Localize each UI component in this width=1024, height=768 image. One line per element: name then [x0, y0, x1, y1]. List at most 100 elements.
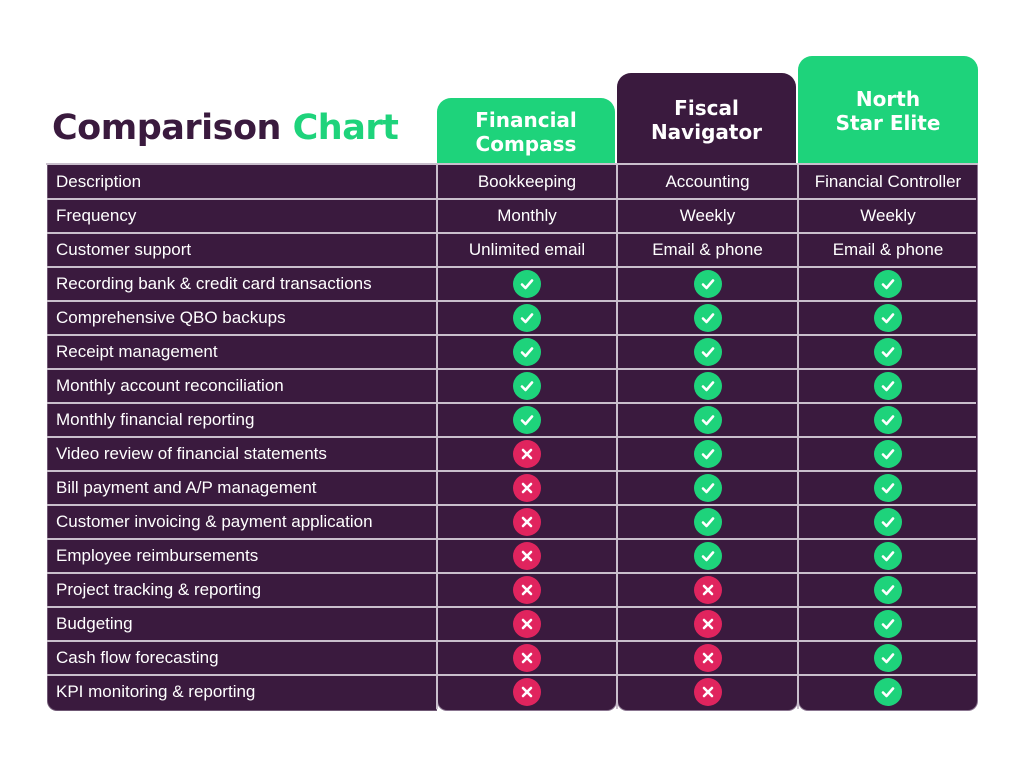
feature-label: Recording bank & credit card transaction…	[56, 274, 372, 293]
check-icon	[874, 508, 902, 536]
plan-value-cell	[798, 607, 978, 641]
plan-value: Weekly	[860, 206, 916, 225]
check-icon	[693, 304, 722, 332]
plan-value-cell	[617, 641, 798, 675]
plan-value-cell	[617, 335, 798, 369]
plan-value-cell	[437, 267, 617, 301]
check-icon	[874, 610, 902, 638]
check-icon	[693, 440, 722, 468]
cross-icon	[513, 440, 541, 468]
plan-value: Financial Controller	[814, 172, 962, 191]
plan-value-cell	[617, 437, 798, 471]
column-divider	[436, 165, 438, 709]
plan-value-cell	[437, 403, 617, 437]
row-divider	[47, 266, 976, 268]
check-icon	[693, 372, 722, 400]
row-divider	[47, 538, 976, 540]
row-divider	[47, 470, 976, 472]
check-icon	[874, 304, 902, 332]
plan-value: Bookkeeping	[477, 172, 577, 191]
plan-header-financial-compass: Financial Compass	[437, 98, 615, 166]
plan-value-cell	[617, 267, 798, 301]
cross-icon	[513, 576, 541, 604]
cross-icon	[513, 542, 541, 570]
feature-label: Budgeting	[56, 614, 133, 633]
cross-icon	[513, 678, 541, 706]
column-divider	[616, 165, 618, 709]
plan-value-cell	[437, 675, 617, 709]
feature-label: Customer invoicing & payment application	[56, 512, 373, 531]
plan-value-cell	[437, 573, 617, 607]
feature-label: Project tracking & reporting	[56, 580, 262, 599]
cross-icon	[693, 610, 722, 638]
check-icon	[513, 304, 541, 332]
plan-value-cell	[437, 301, 617, 335]
feature-label: Monthly financial reporting	[56, 410, 255, 429]
check-icon	[693, 338, 722, 366]
plan-value-cell	[437, 539, 617, 573]
cross-icon	[693, 576, 722, 604]
cross-icon	[693, 644, 722, 672]
plan-value-cell	[617, 505, 798, 539]
feature-label: Monthly account reconciliation	[56, 376, 284, 395]
check-icon	[693, 542, 722, 570]
check-icon	[874, 474, 902, 502]
plan-value: Email & phone	[832, 240, 944, 259]
cross-icon	[693, 678, 722, 706]
check-icon	[874, 576, 902, 604]
feature-label: Employee reimbursements	[56, 546, 259, 565]
plan-value-cell	[437, 335, 617, 369]
cross-icon	[513, 644, 541, 672]
feature-column	[47, 165, 437, 711]
row-divider	[47, 402, 976, 404]
feature-label: Frequency	[56, 206, 137, 225]
plan-value: Unlimited email	[468, 240, 586, 259]
header-divider	[46, 163, 978, 165]
check-icon	[874, 644, 902, 672]
plan-value-cell	[437, 471, 617, 505]
plan-value-cell	[798, 505, 978, 539]
title-word-chart: Chart	[292, 108, 399, 148]
plan-value-cell	[617, 675, 798, 709]
feature-label: Description	[56, 172, 142, 191]
plan-value-cell	[617, 471, 798, 505]
plan-value-cell	[798, 437, 978, 471]
cross-icon	[513, 610, 541, 638]
plan-value-cell	[617, 573, 798, 607]
check-icon	[874, 372, 902, 400]
plan-value-cell	[798, 471, 978, 505]
plan-value-cell	[798, 573, 978, 607]
plan-value-cell	[798, 301, 978, 335]
plan-value-cell	[437, 607, 617, 641]
row-divider	[47, 198, 976, 200]
check-icon	[513, 270, 541, 298]
plan-value: Weekly	[679, 206, 736, 225]
feature-label: Cash flow forecasting	[56, 648, 219, 667]
plan-header-fiscal-navigator: Fiscal Navigator	[617, 73, 796, 166]
row-divider	[47, 334, 976, 336]
plan-value-cell	[798, 675, 978, 709]
plan-value-cell	[437, 369, 617, 403]
plan-value-cell	[798, 403, 978, 437]
feature-label: Bill payment and A/P management	[56, 478, 317, 497]
plan-value-cell	[617, 403, 798, 437]
column-divider	[797, 165, 799, 709]
plan-header-north-star-elite: North Star Elite	[798, 56, 978, 166]
plan-value-cell	[617, 369, 798, 403]
cross-icon	[513, 474, 541, 502]
check-icon	[693, 474, 722, 502]
row-divider	[47, 640, 976, 642]
check-icon	[693, 270, 722, 298]
row-divider	[47, 606, 976, 608]
page-title: Comparison Chart	[52, 108, 399, 148]
feature-label: KPI monitoring & reporting	[56, 682, 256, 701]
plan-value-cell	[437, 437, 617, 471]
plan-value: Monthly	[497, 206, 557, 225]
plan-value-cell	[437, 641, 617, 675]
check-icon	[693, 508, 722, 536]
plan-value-cell	[617, 607, 798, 641]
plan-value-cell	[798, 369, 978, 403]
check-icon	[874, 542, 902, 570]
check-icon	[513, 406, 541, 434]
